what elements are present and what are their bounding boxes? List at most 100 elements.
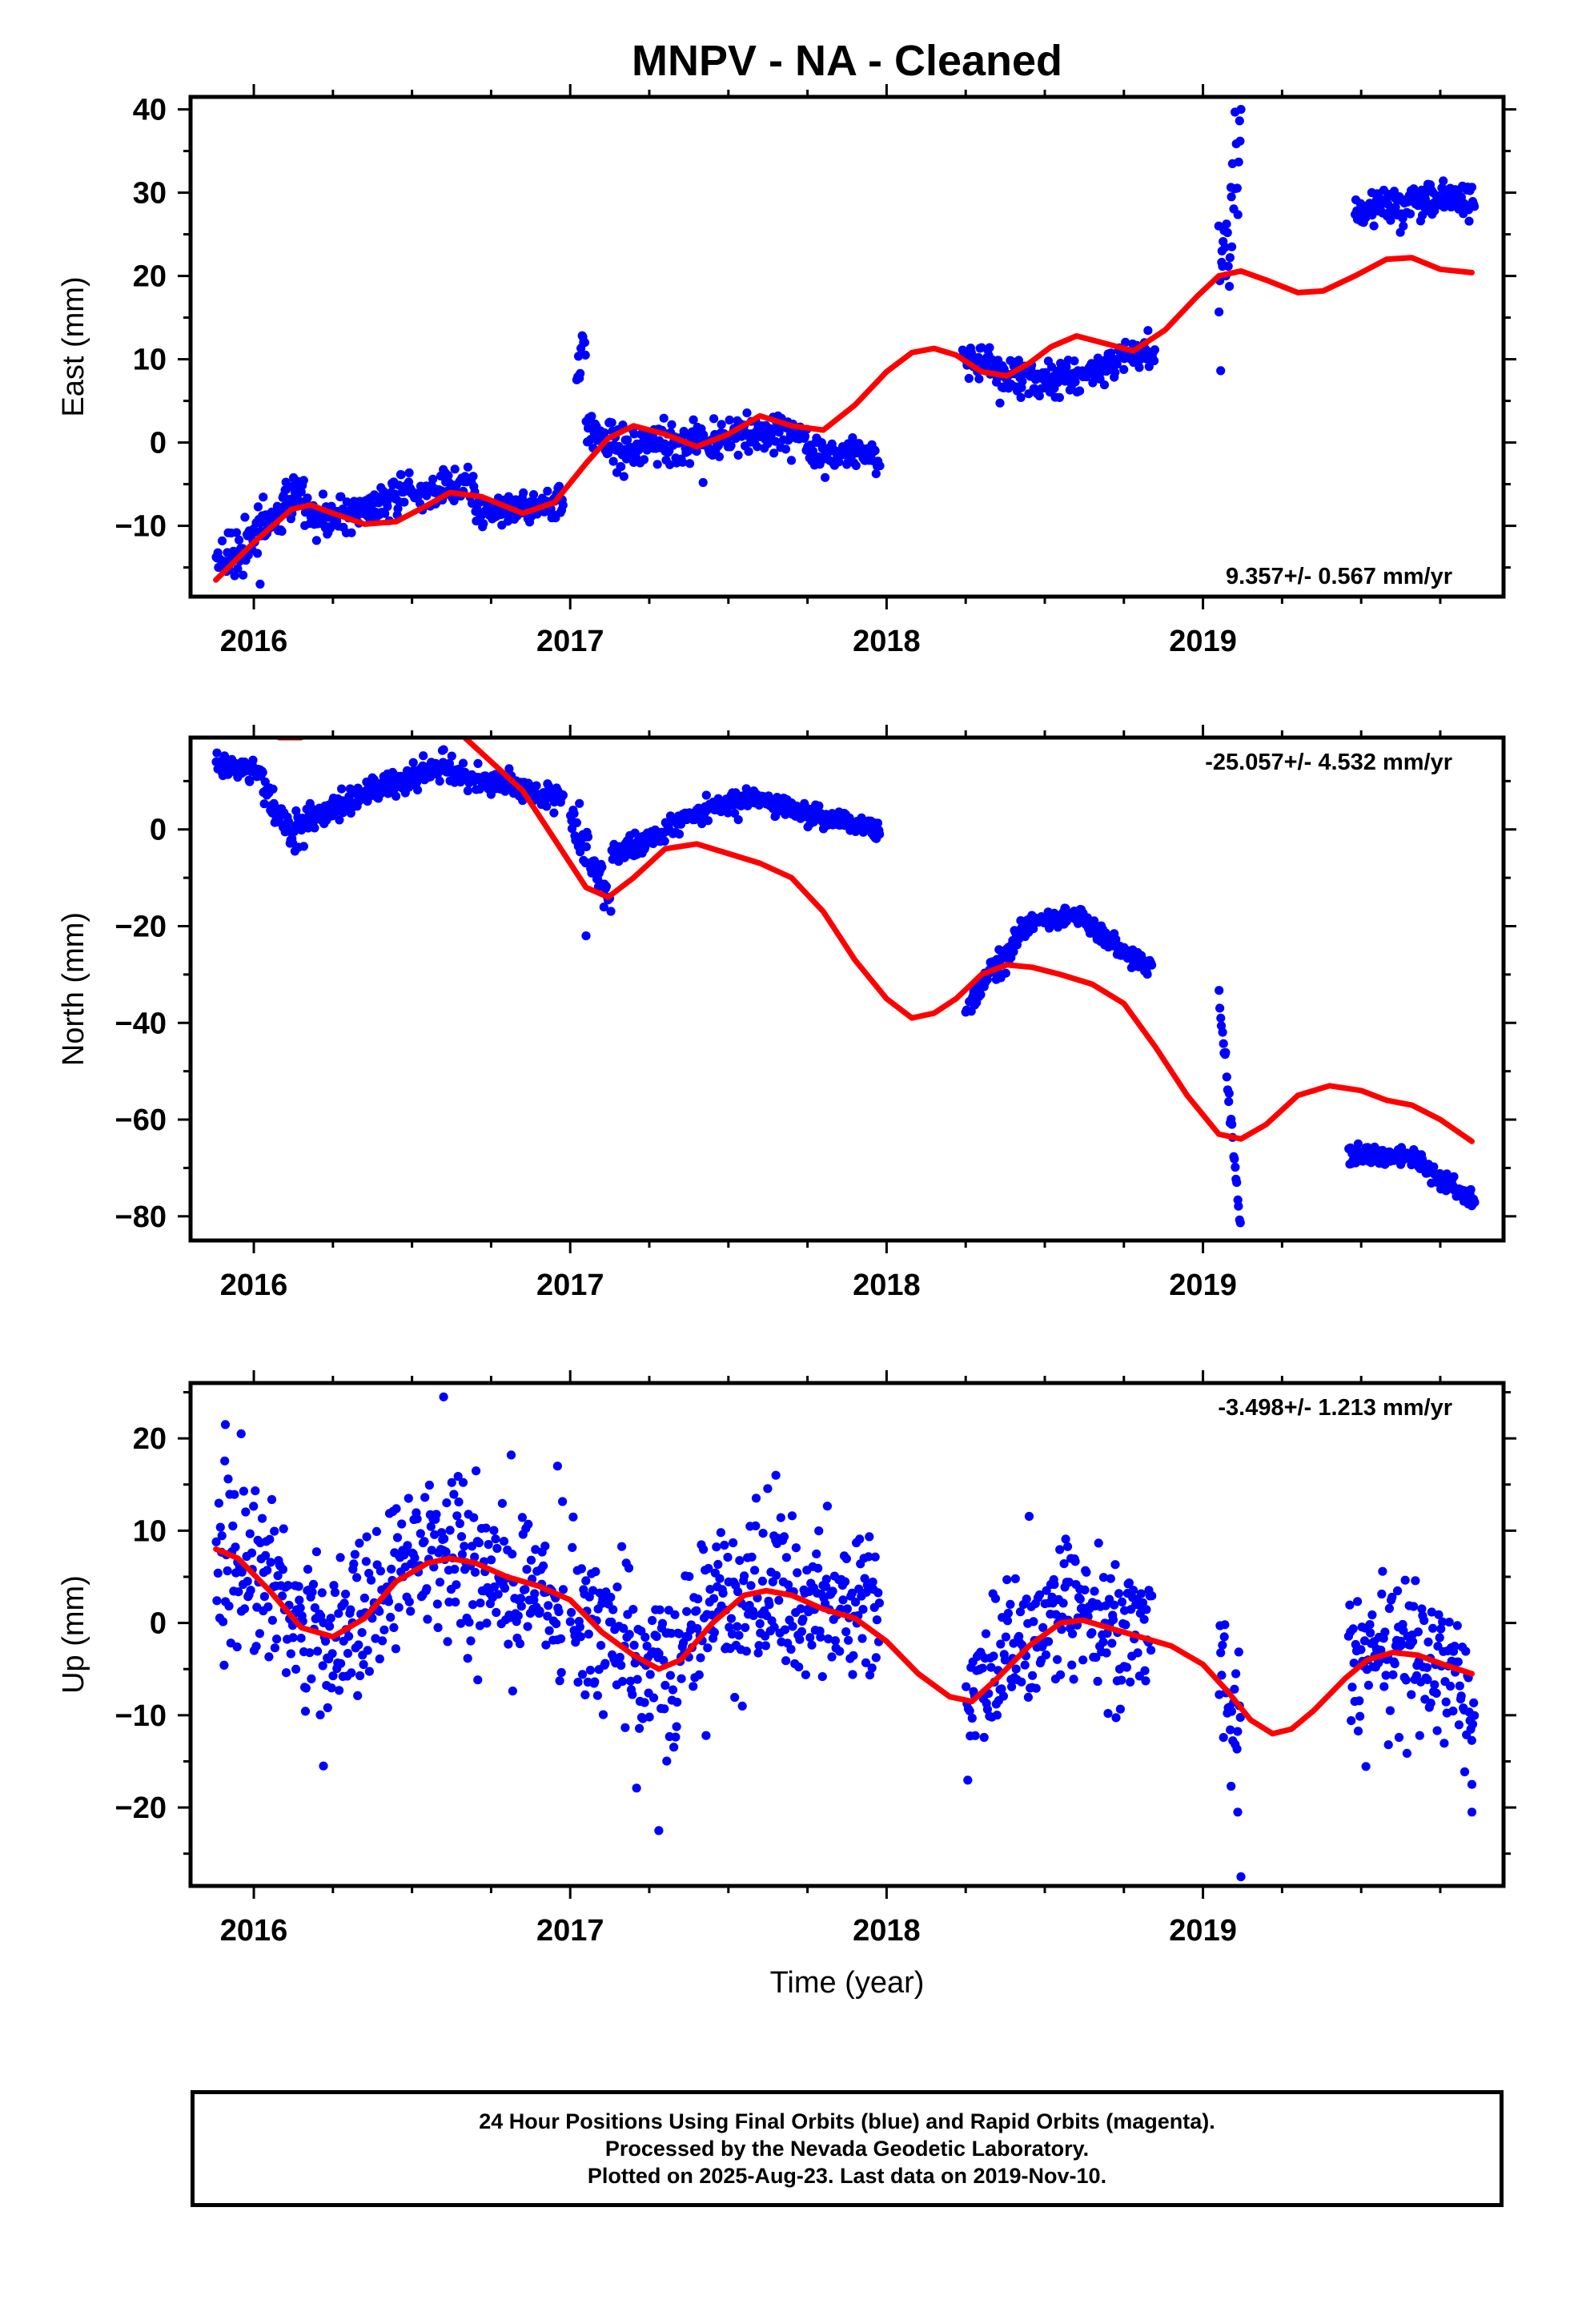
north-rate-annotation: -25.057+/- 4.532 mm/yr <box>1205 750 1452 775</box>
final-orbit-point <box>255 1629 264 1638</box>
final-orbit-point <box>291 1664 301 1674</box>
final-orbit-point <box>232 1642 242 1652</box>
final-orbit-point <box>1388 1670 1398 1679</box>
final-orbit-point <box>841 1627 851 1637</box>
final-orbit-point <box>307 1674 316 1683</box>
final-orbit-point <box>359 1593 369 1603</box>
final-orbit-point <box>1460 1767 1470 1777</box>
final-orbit-point <box>565 1617 575 1626</box>
final-orbit-point <box>441 1547 451 1557</box>
final-orbit-point <box>1216 1013 1226 1023</box>
final-orbit-point <box>607 1617 616 1627</box>
final-orbit-point <box>734 1630 744 1640</box>
final-orbit-point <box>251 1486 260 1496</box>
final-orbit-point <box>1230 1684 1239 1694</box>
final-orbit-point <box>296 1634 306 1643</box>
final-orbit-point <box>556 1634 566 1643</box>
final-orbit-point <box>375 1654 384 1664</box>
final-orbit-point <box>1119 364 1129 374</box>
final-orbit-point <box>750 1566 760 1575</box>
final-orbit-point <box>645 1670 655 1679</box>
final-orbit-point <box>786 456 797 465</box>
final-orbit-point <box>1363 1680 1373 1690</box>
final-orbit-point <box>628 1605 638 1614</box>
final-orbit-point <box>1378 1566 1387 1576</box>
final-orbit-point <box>871 1653 881 1663</box>
final-orbit-point <box>660 836 669 846</box>
final-orbit-point <box>1098 1637 1108 1647</box>
final-orbit-point <box>771 436 781 446</box>
final-orbit-point <box>735 1556 745 1566</box>
final-orbit-point <box>598 1710 608 1719</box>
final-orbit-point <box>772 1570 781 1580</box>
final-orbit-point <box>1353 1139 1363 1148</box>
final-orbit-point <box>451 1597 460 1607</box>
final-orbit-point <box>798 1614 808 1624</box>
final-orbit-point <box>263 1602 273 1612</box>
final-orbit-point <box>1427 1607 1436 1617</box>
final-orbit-point <box>1138 1598 1148 1607</box>
x-tick-label: 2019 <box>1169 1914 1237 1948</box>
final-orbit-point <box>838 1595 848 1605</box>
final-orbit-point <box>516 1594 526 1603</box>
final-orbit-point <box>403 1541 412 1550</box>
final-orbit-point <box>430 1530 440 1539</box>
final-orbit-point <box>270 1526 279 1536</box>
final-orbit-point <box>1379 1682 1389 1691</box>
final-orbit-point <box>1002 1616 1013 1626</box>
final-orbit-point <box>552 1619 561 1629</box>
model-fit-line <box>213 255 1475 583</box>
final-orbit-point <box>851 460 861 471</box>
final-orbit-point <box>1402 1748 1411 1758</box>
final-orbit-point <box>554 481 564 491</box>
final-orbit-point <box>420 1493 430 1502</box>
final-orbit-point <box>624 1630 634 1639</box>
final-orbit-point <box>962 1682 971 1691</box>
final-orbit-point <box>1356 1645 1366 1655</box>
final-orbit-point <box>870 446 880 456</box>
final-orbit-point <box>394 1602 404 1612</box>
final-orbit-point <box>355 1671 365 1681</box>
final-orbit-point <box>541 1640 551 1650</box>
y-tick-label: −20 <box>115 1791 167 1825</box>
final-orbit-point <box>1231 1162 1240 1172</box>
east-panel: 2016 2017 2018 2019 −10 0 10 20 30 40 East (mm) 9.3… <box>57 84 1516 658</box>
final-orbit-point <box>472 1466 481 1476</box>
final-orbit-point <box>1439 176 1448 186</box>
final-orbit-point <box>299 842 308 851</box>
final-orbit-point <box>580 1690 590 1699</box>
final-orbit-point <box>342 497 351 507</box>
final-orbit-point <box>1235 136 1245 146</box>
final-orbit-point <box>347 528 356 537</box>
final-orbit-point <box>670 1610 680 1619</box>
final-orbit-point <box>1393 1586 1403 1596</box>
final-orbit-point <box>1136 1589 1146 1598</box>
final-orbit-point <box>371 1634 380 1643</box>
final-orbit-point <box>443 1637 452 1647</box>
final-orbit-point <box>279 1524 288 1534</box>
final-orbit-point <box>330 1587 340 1598</box>
final-orbit-point <box>726 1614 737 1623</box>
final-orbit-point <box>213 1568 223 1578</box>
final-orbit-point <box>717 420 726 429</box>
final-orbit-point <box>749 1610 758 1620</box>
final-orbit-point <box>616 1660 626 1671</box>
final-orbit-point <box>816 1632 825 1642</box>
final-orbit-point <box>729 1538 738 1548</box>
final-orbit-point <box>851 1598 861 1607</box>
final-orbit-point <box>660 1704 669 1714</box>
final-orbit-point <box>307 1587 317 1597</box>
final-orbit-point <box>554 1606 564 1617</box>
final-orbit-point <box>590 1677 600 1687</box>
final-orbit-point <box>277 526 287 537</box>
final-orbit-point <box>1355 1711 1365 1721</box>
final-orbit-point <box>392 1533 403 1542</box>
final-orbit-point <box>618 1677 628 1687</box>
final-orbit-point <box>419 751 428 761</box>
final-orbit-point <box>1102 1628 1112 1638</box>
final-orbit-point <box>427 1546 436 1555</box>
final-orbit-point <box>508 1550 517 1559</box>
final-orbit-point <box>318 1661 327 1671</box>
final-orbit-point <box>685 459 695 468</box>
final-orbit-point <box>535 1606 544 1616</box>
